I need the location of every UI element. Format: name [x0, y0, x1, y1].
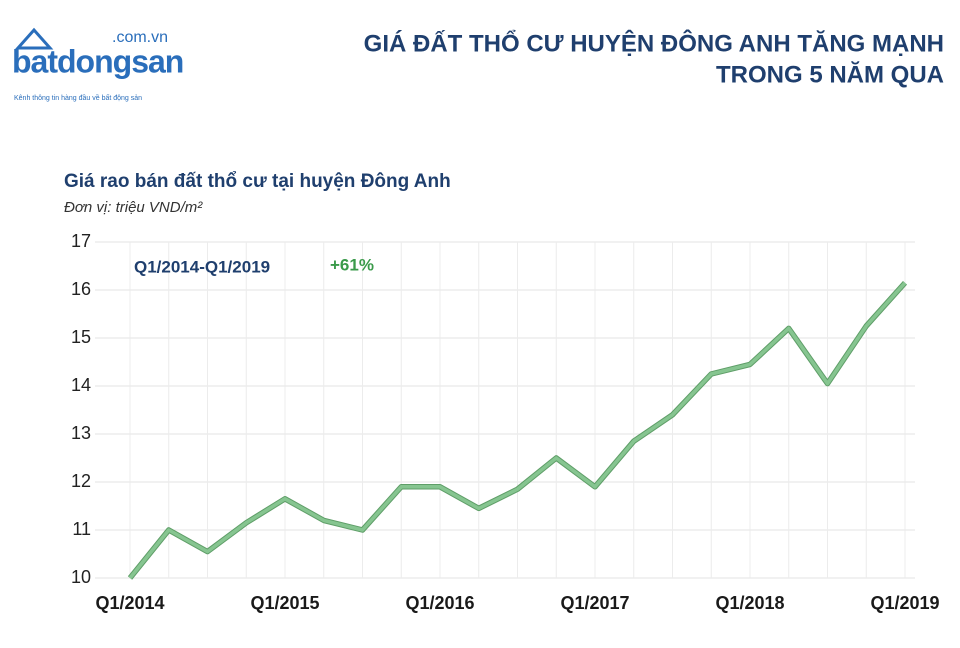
- y-tick-label: 16: [71, 279, 91, 299]
- line: [128, 281, 907, 580]
- grid: [95, 241, 915, 579]
- y-tick-label: 13: [71, 423, 91, 443]
- logo-tagline: Kênh thông tin hàng đầu về bất động sản: [14, 93, 142, 102]
- logo-house: [14, 27, 54, 50]
- y-tick-label: 11: [72, 519, 91, 539]
- x-tick-label: Q1/2015: [250, 593, 319, 613]
- y-tick-label: 17: [71, 231, 91, 251]
- x-tick-label: Q1/2019: [870, 593, 939, 613]
- y-tick-label: 12: [71, 471, 91, 491]
- logo: .com.vn batdongsan Kênh thông tin hàng đ…: [12, 27, 184, 102]
- annotation-change: +61%: [330, 255, 374, 274]
- y-tick-label: 10: [71, 567, 91, 587]
- x-tick-label: Q1/2014: [95, 593, 164, 613]
- logo-name: batdongsan: [12, 43, 183, 79]
- y-tick-label: 14: [71, 375, 91, 395]
- headline: GIÁ ĐẤT THỔ CƯ HUYỆN ĐÔNG ANH TĂNG MẠNH: [364, 29, 944, 57]
- logo-domain: .com.vn: [112, 29, 168, 46]
- headline: TRONG 5 NĂM QUA: [716, 60, 944, 88]
- y-tick-label: 15: [71, 327, 91, 347]
- x-tick-label: Q1/2018: [715, 593, 784, 613]
- annotation-period: Q1/2014-Q1/2019: [134, 257, 270, 276]
- chart-subtitle: Đơn vị: triệu VND/m²: [64, 199, 203, 216]
- chart-title: Giá rao bán đất thổ cư tại huyện Đông An…: [64, 171, 451, 192]
- x-tick-label: Q1/2016: [405, 593, 474, 613]
- x-tick-label: Q1/2017: [560, 593, 629, 613]
